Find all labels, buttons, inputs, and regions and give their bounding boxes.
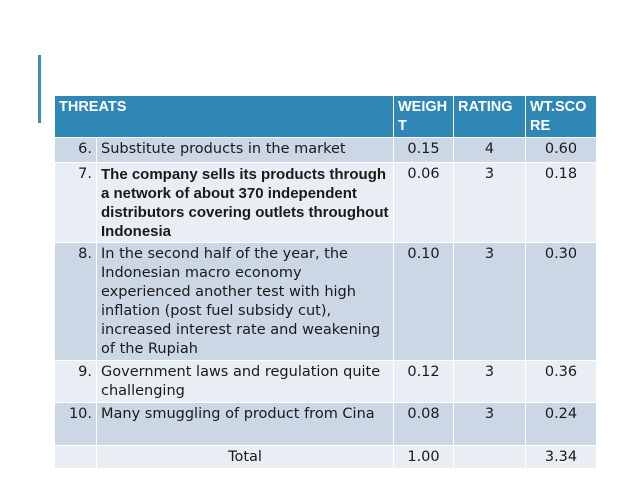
threat-description: Government laws and regulation quite cha… <box>96 360 394 403</box>
rating-value: 3 <box>453 360 526 403</box>
row-number: 10. <box>54 402 97 446</box>
total-rating-empty <box>453 445 526 469</box>
weight-value: 0.12 <box>393 360 454 403</box>
table-row: 6. Substitute products in the market 0.1… <box>54 137 597 163</box>
total-label: Total <box>96 445 394 469</box>
table-row: 8. In the second half of the year, the I… <box>54 242 597 361</box>
weight-value: 0.15 <box>393 137 454 163</box>
row-number: 8. <box>54 242 97 361</box>
row-number: 7. <box>54 162 97 243</box>
score-value: 0.24 <box>525 402 597 446</box>
header-weight: WEIGHT <box>393 95 454 138</box>
threat-description: In the second half of the year, the Indo… <box>96 242 394 361</box>
header-wt-score: WT.SCORE <box>525 95 597 138</box>
total-weight: 1.00 <box>393 445 454 469</box>
threats-table: THREATS WEIGHT RATING WT.SCORE 6. Substi… <box>54 95 597 469</box>
total-row: Total 1.00 3.34 <box>54 445 597 469</box>
score-value: 0.18 <box>525 162 597 243</box>
weight-value: 0.06 <box>393 162 454 243</box>
rating-value: 3 <box>453 162 526 243</box>
header-rating: RATING <box>453 95 526 138</box>
table-row: 9. Government laws and regulation quite … <box>54 360 597 403</box>
row-number: 9. <box>54 360 97 403</box>
weight-value: 0.10 <box>393 242 454 361</box>
weight-value: 0.08 <box>393 402 454 446</box>
rating-value: 3 <box>453 402 526 446</box>
score-value: 0.30 <box>525 242 597 361</box>
total-empty-cell <box>54 445 97 469</box>
score-value: 0.36 <box>525 360 597 403</box>
rating-value: 3 <box>453 242 526 361</box>
score-value: 0.60 <box>525 137 597 163</box>
total-score: 3.34 <box>525 445 597 469</box>
table-row: 10. Many smuggling of product from Cina … <box>54 402 597 446</box>
threat-description: Substitute products in the market <box>96 137 394 163</box>
threat-description: Many smuggling of product from Cina <box>96 402 394 446</box>
table-row: 7. The company sells its products throug… <box>54 162 597 243</box>
row-number: 6. <box>54 137 97 163</box>
slide-accent-bar <box>38 55 41 123</box>
header-threats: THREATS <box>54 95 394 138</box>
threat-description: The company sells its products through a… <box>96 162 394 243</box>
header-row: THREATS WEIGHT RATING WT.SCORE <box>54 95 597 138</box>
rating-value: 4 <box>453 137 526 163</box>
